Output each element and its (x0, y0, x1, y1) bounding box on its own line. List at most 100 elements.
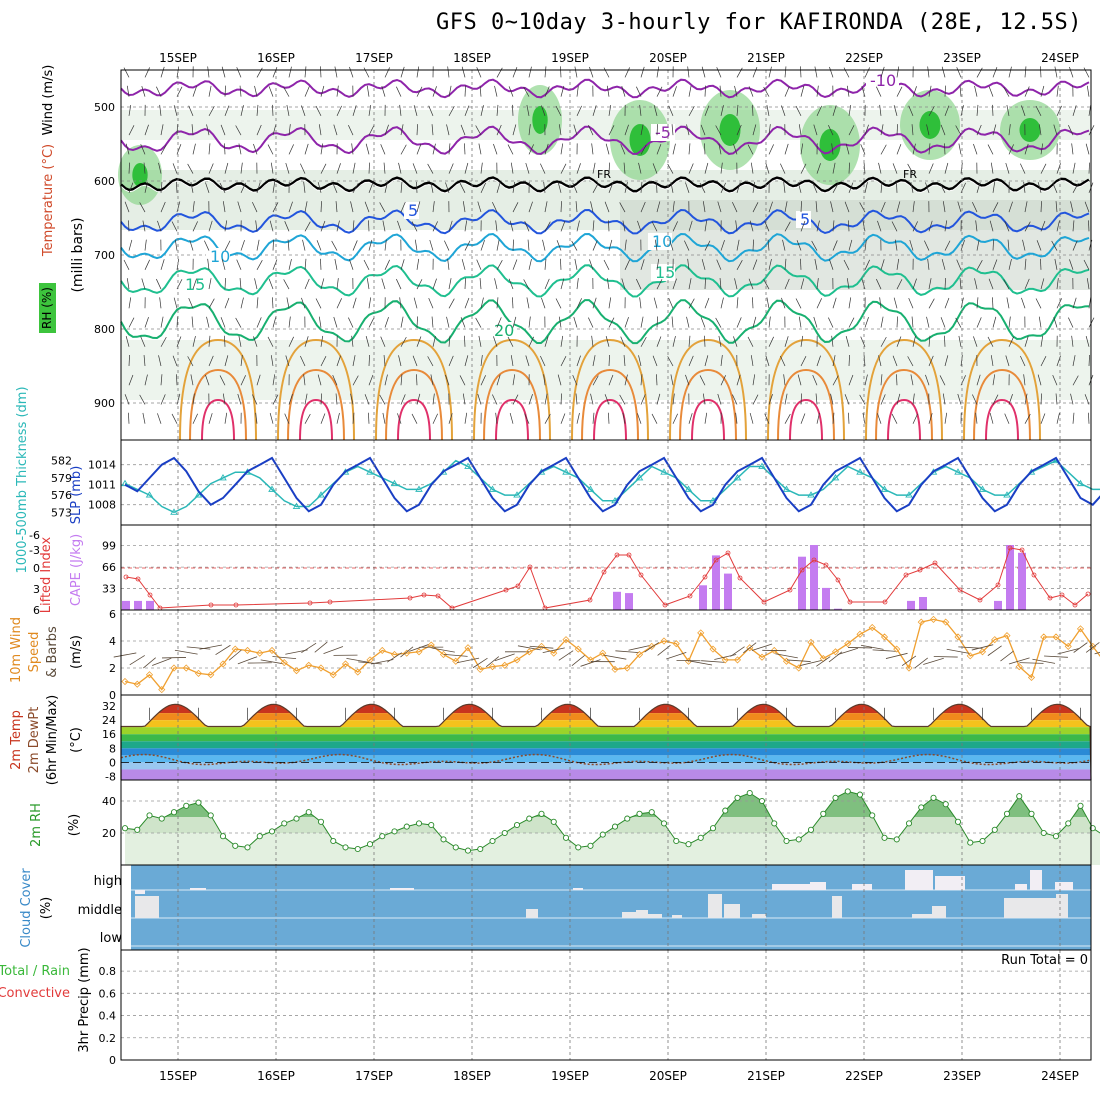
li-point (208, 602, 214, 608)
date-top-0: 15SEP (159, 51, 197, 65)
upper-barb (176, 124, 178, 136)
upper-barb (735, 220, 738, 232)
wind-point (942, 618, 950, 626)
upper-barb (188, 105, 194, 117)
upper-barb (320, 220, 326, 232)
upper-barb (416, 258, 420, 270)
rh-point (1065, 820, 1072, 827)
upper-barb (176, 181, 178, 193)
upper-barb (1056, 278, 1059, 290)
upper-barb (304, 413, 311, 424)
upper-barb (368, 239, 373, 251)
thickness-point (1003, 491, 1011, 498)
frame-slp (120, 439, 1092, 526)
upper-barb (973, 336, 978, 347)
upper-barb (701, 259, 706, 270)
upper-barb (431, 124, 434, 136)
upper-barb (592, 105, 597, 116)
rh-point (477, 845, 484, 853)
upper-barb (624, 67, 630, 78)
warm-arch-1-1 (287, 368, 345, 441)
wind-point (439, 650, 448, 659)
upper-barb (848, 182, 854, 193)
date-bottom-9: 24SEP (1041, 1069, 1079, 1083)
upper-barb (128, 354, 130, 367)
upper-barb (797, 182, 802, 193)
upper-barb (160, 144, 167, 155)
temp-tick-8: 8 (109, 742, 116, 755)
upper-barb (224, 412, 228, 424)
upper-barb (256, 67, 263, 78)
upper-barb (1008, 144, 1014, 155)
warm-arch-5-2 (691, 398, 725, 441)
upper-barb (912, 393, 915, 405)
cloud-mid-bar (832, 896, 842, 918)
wind-point (427, 641, 435, 649)
upper-barb (896, 258, 900, 270)
upper-barb (795, 105, 802, 117)
upper-barb (752, 67, 758, 78)
upper-barb (256, 317, 262, 328)
upper-barb (524, 413, 530, 424)
cape-bar (907, 600, 915, 610)
upper-barb (844, 201, 850, 213)
upper-barb (379, 202, 386, 213)
wind-barb (743, 642, 757, 654)
wind-barb (358, 661, 382, 665)
upper-barb (320, 85, 325, 97)
wind-point (354, 668, 362, 676)
upper-barb (1086, 278, 1090, 290)
wind-point (194, 669, 203, 677)
upper-barb (318, 124, 322, 136)
upper-barb (588, 317, 594, 328)
upper-barb (508, 86, 514, 97)
upper-barb (272, 239, 274, 251)
li-point (811, 557, 817, 563)
upper-barb (864, 182, 868, 193)
thickness-point (390, 479, 399, 487)
upper-barb (220, 124, 226, 136)
rh-point (195, 799, 202, 806)
wind-speed-line (124, 618, 1100, 691)
thickness-point (733, 474, 742, 481)
li-point (515, 583, 521, 589)
upper-barb (747, 144, 754, 155)
upper-barb (976, 67, 983, 78)
upper-barb (700, 317, 706, 328)
rh-point (967, 839, 974, 846)
rh-point (624, 815, 631, 822)
upper-barb (992, 394, 999, 405)
wind-point (978, 648, 987, 656)
upper-barb (256, 124, 262, 136)
upper-barb (477, 393, 482, 405)
wind-barb (603, 654, 627, 660)
cloud-mid-bar (932, 906, 946, 918)
li-point (1047, 595, 1053, 601)
upper-barb (748, 278, 754, 290)
upper-barb (812, 182, 818, 193)
wind-barb (346, 657, 370, 663)
upper-barb (638, 355, 642, 367)
li-point (614, 552, 620, 558)
temp-band-5 (121, 741, 1091, 749)
upper-barb (460, 317, 466, 328)
upper-barb (1040, 66, 1042, 78)
upper-barb (1040, 258, 1042, 270)
upper-barb (528, 336, 534, 347)
wind-barb (1032, 658, 1056, 664)
upper-barb (432, 86, 437, 97)
upper-barb (781, 297, 786, 309)
rh-point (722, 807, 729, 814)
precip-tick-0.8: 0.8 (99, 965, 117, 978)
thickness-point (513, 491, 521, 498)
upper-barb (1056, 298, 1062, 309)
upper-barb (1005, 355, 1010, 367)
upper-barb (556, 240, 562, 251)
rh-tick-20: 20 (102, 827, 116, 840)
upper-barb (816, 355, 821, 367)
upper-barb (464, 297, 470, 309)
upper-barb (207, 66, 210, 78)
rh-point (660, 820, 668, 827)
upper-barb (672, 86, 677, 97)
